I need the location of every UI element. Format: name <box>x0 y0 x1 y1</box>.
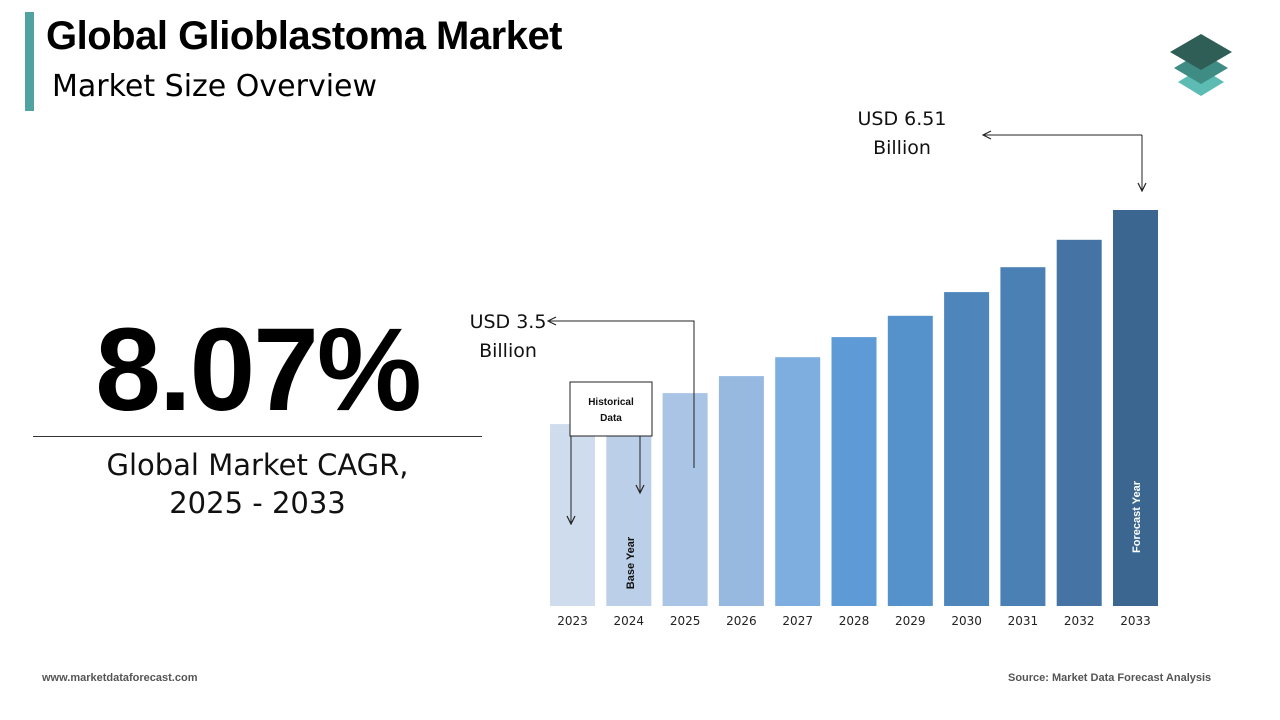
footer-website: www.marketdataforecast.com <box>42 672 198 684</box>
x-tick-label-2026: 2026 <box>726 614 757 628</box>
bar-2029 <box>887 315 933 606</box>
bar-2023 <box>550 424 595 606</box>
page-title: Global Glioblastoma Market <box>46 14 563 58</box>
bar-2024 <box>606 408 652 606</box>
historical-data-box <box>569 381 653 437</box>
start-value-line1: USD 3.5 <box>470 311 547 333</box>
end-value-line1: USD 6.51 <box>858 108 947 130</box>
historical-data-label-line1: Historical <box>588 397 634 408</box>
x-tick-label-2029: 2029 <box>895 614 926 628</box>
bar-2027 <box>775 357 821 606</box>
bar-2025 <box>662 393 708 606</box>
start-value-arrow <box>548 321 695 468</box>
x-tick-label-2028: 2028 <box>839 614 870 628</box>
cagr-label-line1: Global Market CAGR, <box>106 448 409 482</box>
x-tick-label-2023: 2023 <box>557 614 588 628</box>
cagr-divider <box>33 436 482 437</box>
historical-data-label-line2: Data <box>600 413 622 424</box>
bar-2026 <box>718 376 764 606</box>
bar-2032 <box>1056 239 1102 607</box>
x-tick-label-2024: 2024 <box>614 614 645 628</box>
footer-source: Source: Market Data Forecast Analysis <box>1008 672 1212 684</box>
forecast-year-label: Forecast Year <box>1131 480 1143 553</box>
base-year-label: Base Year <box>625 536 637 589</box>
bar-2028 <box>831 337 877 606</box>
bar-2031 <box>1000 267 1046 606</box>
brand-logo-icon <box>1168 30 1234 105</box>
x-tick-label-2031: 2031 <box>1008 614 1039 628</box>
x-tick-label-2030: 2030 <box>951 614 982 628</box>
cagr-value: 8.07% <box>95 304 422 436</box>
x-tick-label-2027: 2027 <box>782 614 813 628</box>
bar-2033 <box>1113 210 1158 606</box>
page-subtitle: Market Size Overview <box>52 69 378 104</box>
start-value-line2: Billion <box>479 340 537 362</box>
bar-2030 <box>944 292 990 606</box>
x-tick-label-2025: 2025 <box>670 614 701 628</box>
title-accent-bar <box>25 12 34 111</box>
end-value-line2: Billion <box>873 137 931 159</box>
x-tick-label-2032: 2032 <box>1064 614 1095 628</box>
x-tick-label-2033: 2033 <box>1120 614 1151 628</box>
cagr-label: Global Market CAGR, 2025 - 2033 <box>30 446 485 522</box>
cagr-label-line2: 2025 - 2033 <box>169 486 346 520</box>
